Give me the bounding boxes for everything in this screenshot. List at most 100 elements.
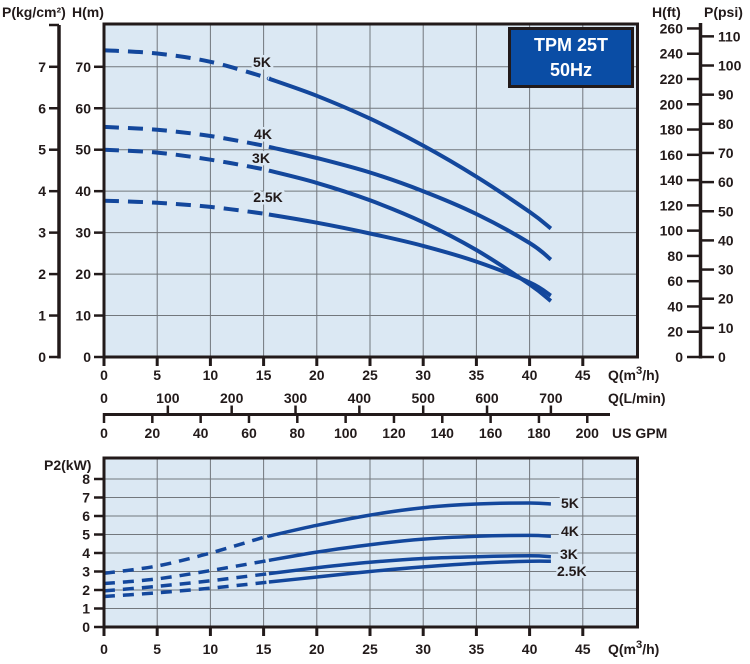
p-kgcm2-tick-label: 1 xyxy=(38,308,46,324)
h-m-tick-label: 70 xyxy=(75,59,91,75)
curve-4K xyxy=(268,144,553,262)
p2-kw-tick-label: 8 xyxy=(82,471,90,487)
h-ft-tick-label: 140 xyxy=(660,172,684,188)
power-q-m3h-axis: 0 5 10 15 20 25 30 35 40 45 Q(m3/h) xyxy=(100,627,659,657)
q-m3h-tick-label: 25 xyxy=(362,641,378,657)
h-m-tick-label: 30 xyxy=(75,225,91,241)
h-m-tick-label: 20 xyxy=(75,266,91,282)
q-m3h-tick-label: 15 xyxy=(256,641,272,657)
q-m3h-tick-label: 35 xyxy=(469,367,485,383)
power-plot-area xyxy=(104,458,638,627)
q-m3h-tick-label: 45 xyxy=(575,641,591,657)
q-m3h-tick-label: 20 xyxy=(309,367,325,383)
q-lmin-tick-label: 0 xyxy=(100,390,108,406)
h-m-tick-label: 0 xyxy=(83,349,91,365)
h-ft-tick-label: 180 xyxy=(660,122,684,138)
curve-dashed-4K xyxy=(103,124,272,149)
curve-2.5K xyxy=(268,559,551,584)
p-psi-tick-label: 80 xyxy=(718,116,734,132)
p2-kw-tick-label: 6 xyxy=(82,508,90,524)
curve-label-3K: 3K xyxy=(560,546,578,562)
p2-kw-tick-label: 0 xyxy=(82,619,90,635)
us-gpm-tick-label: 120 xyxy=(382,425,406,441)
p-psi-tick-label: 0 xyxy=(718,349,726,365)
q-m3h-tick-label: 40 xyxy=(522,641,538,657)
q-m3h-tick-label: 5 xyxy=(153,641,161,657)
curve-dashed-2.5K xyxy=(103,198,272,217)
curve-label-4K: 4K xyxy=(561,523,579,539)
q-lmin-axis: 0 100 200 300 400 500 600 700 Q(L/min) xyxy=(100,390,665,406)
q-m3h-tick-label: 15 xyxy=(256,367,272,383)
h-ft-tick-label: 240 xyxy=(660,46,684,62)
h-m-axis-title: H(m) xyxy=(72,4,104,20)
p2-kw-tick-label: 7 xyxy=(82,490,90,506)
p-psi-tick-label: 100 xyxy=(718,58,742,74)
curve-4K xyxy=(268,533,551,563)
title-frequency: 50Hz xyxy=(549,59,593,80)
q-m3h-tick-label: 10 xyxy=(203,367,219,383)
us-gpm-tick-label: 100 xyxy=(334,425,358,441)
us-gpm-tick-label: 200 xyxy=(576,425,600,441)
q-m3h-tick-label: 45 xyxy=(575,367,591,383)
h-ft-tick-label: 260 xyxy=(660,20,684,36)
curve-dashed-5K xyxy=(103,48,272,81)
us-gpm-axis: 0 20 40 60 80 100 120 140 160 180 200 US GPM xyxy=(100,405,667,441)
h-ft-tick-label: 40 xyxy=(667,298,683,314)
curve-2.5K xyxy=(268,212,553,298)
h-m-tick-label: 10 xyxy=(75,308,91,324)
q-lmin-tick-label: 700 xyxy=(539,390,563,406)
title-box: TPM 25T 50Hz xyxy=(508,27,634,88)
h-m-tick-label: 50 xyxy=(75,142,91,158)
p-psi-tick-label: 30 xyxy=(718,262,734,278)
p-psi-axis-title: P(psi) xyxy=(704,4,743,20)
q-m3h-tick-label: 5 xyxy=(153,367,161,383)
h-ft-tick-label: 100 xyxy=(660,223,684,239)
us-gpm-tick-label: 180 xyxy=(527,425,551,441)
right-ruler: 0 20 40 60 80 100 120 140 160 180 200 220 240 260 0 10 2… xyxy=(660,20,742,365)
us-gpm-tick-label: 80 xyxy=(290,425,306,441)
p-psi-tick-label: 40 xyxy=(718,232,734,248)
curve-dashed-3K xyxy=(103,147,272,173)
p2-kw-axis-title: P2(kW) xyxy=(44,457,91,473)
p-psi-tick-label: 110 xyxy=(718,28,741,44)
p-kgcm2-tick-label: 0 xyxy=(38,349,46,365)
p-psi-tick-label: 90 xyxy=(718,87,734,103)
h-m-axis: 0 10 20 30 40 50 60 70 xyxy=(75,59,104,365)
h-m-tick-label: 60 xyxy=(75,100,91,116)
q-m3h-tick-label: 30 xyxy=(415,641,431,657)
h-ft-tick-label: 0 xyxy=(675,349,683,365)
q-m3h-axis: 0 5 10 15 20 25 30 35 40 45 Q(m3/h) xyxy=(100,357,659,383)
p2-kw-tick-label: 4 xyxy=(82,545,90,561)
curve-5K xyxy=(268,501,552,538)
p-psi-tick-label: 10 xyxy=(718,320,734,336)
p2-kw-tick-label: 1 xyxy=(82,601,90,617)
p-kgcm2-tick-label: 2 xyxy=(38,266,46,282)
p-kgcm2-tick-label: 5 xyxy=(38,142,46,158)
q-lmin-tick-label: 500 xyxy=(412,390,436,406)
h-ft-tick-label: 120 xyxy=(660,197,684,213)
p-kgcm2-tick-label: 3 xyxy=(38,225,46,241)
h-ft-tick-label: 160 xyxy=(660,147,684,163)
p-kgcm2-tick-label: 4 xyxy=(38,183,46,199)
h-ft-tick-label: 80 xyxy=(667,248,683,264)
q-m3h-tick-label: 20 xyxy=(309,641,325,657)
head-chart-svg: 5K4K3K2.5K010203040506070H(m)01234567P(k… xyxy=(2,4,743,441)
p2-kw-tick-label: 2 xyxy=(82,582,90,598)
us-gpm-tick-label: 60 xyxy=(241,425,257,441)
p-kgcm2-tick-label: 6 xyxy=(38,100,46,116)
h-ft-tick-label: 20 xyxy=(667,324,683,340)
q-m3h-tick-label: 0 xyxy=(100,641,108,657)
us-gpm-tick-label: 0 xyxy=(100,425,108,441)
q-lmin-tick-label: 600 xyxy=(475,390,499,406)
h-ft-tick-label: 200 xyxy=(660,96,684,112)
curve-label-3K: 3K xyxy=(252,150,270,166)
p-kgcm2-axis: 0 1 2 3 4 5 6 7 xyxy=(38,23,61,365)
q-lmin-tick-label: 100 xyxy=(156,390,180,406)
p-psi-tick-label: 60 xyxy=(718,174,734,190)
p-kgcm2-tick-label: 7 xyxy=(38,59,46,75)
q-m3h-tick-label: 30 xyxy=(415,367,431,383)
q-m3h-tick-label: 40 xyxy=(522,367,538,383)
p2-kw-tick-label: 5 xyxy=(82,527,90,543)
curve-label-4K: 4K xyxy=(254,126,272,142)
